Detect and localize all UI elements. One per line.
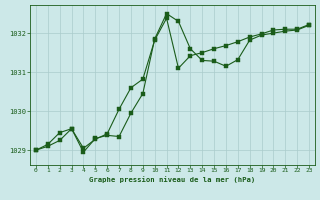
X-axis label: Graphe pression niveau de la mer (hPa): Graphe pression niveau de la mer (hPa): [89, 176, 256, 183]
